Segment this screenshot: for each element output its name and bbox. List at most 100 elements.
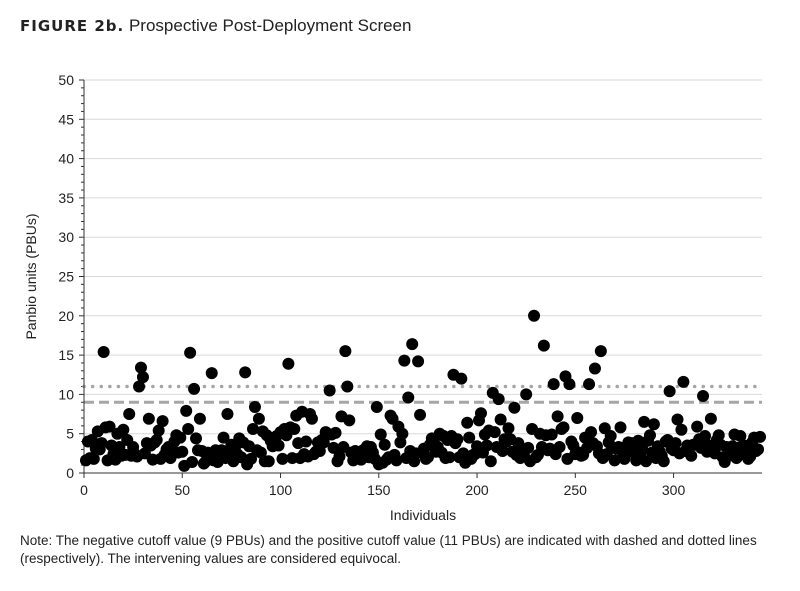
data-point	[502, 422, 515, 435]
x-tick-label: 300	[662, 482, 686, 498]
data-point	[406, 338, 419, 351]
y-tick-label: 20	[58, 308, 74, 324]
data-point	[329, 426, 342, 439]
data-point	[97, 345, 110, 358]
data-point	[675, 423, 688, 436]
figure-note: Note: The negative cutoff value (9 PBUs)…	[20, 533, 757, 566]
data-point	[699, 430, 712, 443]
data-point	[484, 455, 497, 468]
data-point	[443, 451, 456, 464]
data-point	[551, 410, 564, 423]
y-tick-label: 15	[58, 347, 74, 363]
figure-label: FIGURE 2b.	[20, 17, 125, 35]
data-point	[463, 431, 476, 444]
data-point	[282, 357, 295, 370]
data-point	[608, 454, 621, 467]
data-point	[614, 421, 627, 434]
data-point	[496, 444, 509, 457]
data-point	[288, 422, 301, 435]
x-tick-label: 250	[564, 482, 588, 498]
data-point	[95, 437, 108, 450]
x-tick-label: 200	[465, 482, 489, 498]
data-point	[522, 441, 535, 454]
data-point	[396, 427, 409, 440]
data-point	[604, 430, 617, 443]
data-point	[390, 454, 403, 467]
data-points	[79, 309, 767, 472]
data-point	[152, 424, 165, 437]
data-point	[186, 455, 199, 468]
data-point	[508, 401, 521, 414]
data-point	[704, 412, 717, 425]
data-point	[176, 445, 189, 458]
data-point	[133, 380, 146, 393]
data-point	[685, 449, 698, 462]
data-point	[557, 421, 570, 434]
data-point	[398, 354, 411, 367]
data-point	[333, 450, 346, 463]
data-point	[712, 429, 725, 442]
data-point	[474, 407, 487, 420]
y-tick-label: 50	[58, 72, 74, 88]
data-point	[188, 382, 201, 395]
data-point	[480, 439, 493, 452]
data-point	[585, 426, 598, 439]
data-point	[327, 441, 340, 454]
data-point	[657, 455, 670, 468]
y-tick-label: 35	[58, 190, 74, 206]
x-tick-label: 0	[80, 482, 88, 498]
data-point	[245, 452, 258, 465]
data-point	[184, 346, 197, 359]
data-point	[205, 367, 218, 380]
data-point	[341, 380, 354, 393]
data-point	[123, 408, 136, 421]
data-point	[174, 431, 187, 444]
data-point	[677, 375, 690, 388]
data-point	[594, 345, 607, 358]
data-point	[305, 412, 318, 425]
y-axis-label: Panbio units (PBUs)	[23, 213, 39, 339]
data-point	[691, 420, 704, 433]
data-point	[588, 362, 601, 375]
data-point	[300, 435, 313, 448]
data-point	[323, 384, 336, 397]
data-point	[537, 339, 550, 352]
data-point	[87, 452, 100, 465]
data-point	[248, 400, 261, 413]
data-point	[378, 438, 391, 451]
data-point	[136, 371, 149, 384]
y-tick-label: 0	[66, 465, 74, 481]
x-tick-label: 100	[269, 482, 293, 498]
data-point	[492, 393, 505, 406]
data-point	[671, 413, 684, 426]
x-axis-label: Individuals	[390, 507, 456, 523]
data-point	[528, 309, 541, 322]
data-point	[247, 422, 260, 435]
data-point	[563, 378, 576, 391]
data-point	[276, 452, 289, 465]
data-point	[647, 418, 660, 431]
data-point	[239, 366, 252, 379]
data-point	[414, 408, 427, 421]
data-point	[494, 413, 507, 426]
data-point	[461, 416, 474, 429]
data-point	[339, 345, 352, 358]
data-point	[734, 430, 747, 443]
x-tick-label: 150	[367, 482, 391, 498]
data-point	[252, 412, 265, 425]
data-point	[488, 426, 501, 439]
data-point	[553, 441, 566, 454]
figure-title: FIGURE 2b. Prospective Post-Deployment S…	[20, 16, 411, 36]
data-point	[663, 385, 676, 398]
data-point	[150, 433, 163, 446]
data-point	[343, 414, 356, 427]
data-point	[455, 372, 468, 385]
data-point	[451, 433, 464, 446]
data-point	[669, 437, 682, 450]
y-tick-label: 10	[58, 386, 74, 402]
data-point	[640, 455, 653, 468]
y-tick-label: 25	[58, 269, 74, 285]
data-point	[520, 388, 533, 401]
data-point	[752, 443, 765, 456]
